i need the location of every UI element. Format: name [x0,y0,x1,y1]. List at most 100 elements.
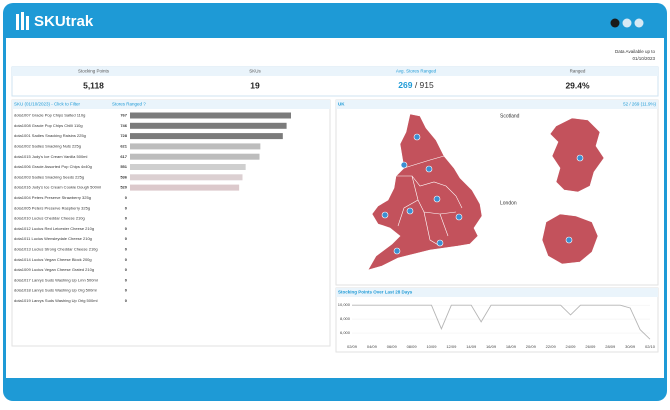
dot[interactable] [634,18,644,28]
x-tick-label: 02/10 [645,344,656,349]
sku-value: 0 [125,277,128,282]
kpi-value: 5,118 [83,80,104,90]
kpi-suffix: / 915 [415,80,434,90]
sku-column: Stores Ranged ? [112,102,146,107]
sku-value: 617 [120,154,127,159]
x-tick-label: 18/09 [506,344,517,349]
bar [130,143,261,150]
line-header [336,288,658,297]
x-tick-label: 24/09 [566,344,577,349]
data-available-label: Data Available up to [615,49,655,54]
dot[interactable] [622,18,632,28]
x-tick-label: 10/09 [426,344,437,349]
kpi-value: 269 [398,80,412,90]
sku-name: dota1002 Sadies Snacking Nuts 225g [14,143,81,148]
data-available-date: 01/10/2023 [632,56,655,61]
x-tick-label: 16/09 [486,344,497,349]
bar [130,112,291,119]
sku-name: dota1007 Gracie Pop Chips Salted 110g [14,113,85,118]
logo-icon [16,12,29,30]
y-tick-label: 8,000 [340,316,351,321]
sku-name: dota1012 Lucius Red Leicester Cheese 210… [14,226,94,231]
sku-value: 767 [120,113,127,118]
sku-value: 0 [125,288,128,293]
sku-value: 0 [125,205,128,210]
x-tick-label: 20/09 [526,344,537,349]
sku-value: 728 [120,133,127,138]
y-tick-label: 10,000 [338,302,351,307]
sku-name: dota1006 Gracie Assorted Pop Chips 4x40g [14,164,92,169]
sku-value: 0 [125,226,128,231]
sku-name: dota1003 Sadies Snacking Seeds 225g [14,174,84,179]
x-tick-label: 02/09 [347,344,358,349]
logo: SKUtrak [34,13,94,30]
map-header [336,100,658,109]
sku-name: dota1019 Lanrys Suds Washing Up Orig 500… [14,298,98,303]
sku-title[interactable]: SKU (01/10/2023) - Click to Filter [14,102,81,107]
sku-value: 0 [125,236,128,241]
x-tick-label: 26/09 [585,344,596,349]
bar [130,122,287,129]
sku-value: 0 [125,298,128,303]
x-tick-label: 28/09 [605,344,616,349]
x-tick-label: 08/09 [407,344,418,349]
sku-name: dota1011 Lucius Wensleydale Cheese 210g [14,236,92,241]
sku-value: 520 [120,185,127,190]
sku-panel [11,99,331,347]
sku-name: dota1018 Lanrys Suds Washing Up Org 500m… [14,288,97,293]
x-tick-label: 14/09 [466,344,477,349]
kpi-header [12,67,658,76]
sku-header [12,100,330,109]
x-tick-label: 04/09 [367,344,378,349]
scotland [549,117,605,193]
bar [130,153,260,160]
sku-name: dota1010 Lucius Cheddar Cheese 210g [14,216,85,221]
sku-value: 0 [125,195,128,200]
bar [130,133,283,140]
kpi-value: 19 [250,80,260,90]
england-wales [367,113,483,271]
bar [130,184,240,191]
kpi-label: Ranged [570,69,586,74]
x-tick-label: 06/09 [387,344,398,349]
sku-value: 551 [120,164,127,169]
x-tick-label: 12/09 [446,344,457,349]
sku-name: dota1015 Judy's Ice Cream Vanilla 500ml [14,154,88,159]
map-label: Scotland [500,113,520,119]
sku-value: 536 [120,174,127,179]
sku-value: 0 [125,267,128,272]
sku-name: dota1009 Lucius Vegan Cheese Grated 210g [14,267,94,272]
map-label: London [500,200,517,206]
x-tick-label: 30/09 [625,344,636,349]
sku-name: dota1013 Lucius Strong Cheddar Cheese 21… [14,246,98,251]
x-tick-label: 22/09 [546,344,557,349]
sku-value: 621 [120,143,127,148]
sku-value: 0 [125,216,128,221]
dot[interactable] [610,18,620,28]
y-tick-label: 6,000 [340,330,351,335]
kpi-label: SKUs [249,69,261,74]
sku-name: dota1017 Lanrys Suds Washing Up Lmn 500m… [14,277,98,282]
kpi-label: Avg. Stores Ranged [396,69,437,74]
sku-name: dota1004 Peters Preserve Strawberry 325g [14,195,91,200]
map-summary: 52 / 269 (11.9%) [623,102,656,107]
sku-name: dota1016 Judy's Ice Cream Cookie Dough 5… [14,185,101,190]
line [352,304,651,340]
sku-value: 0 [125,246,128,251]
map-title: UK [338,102,345,107]
sku-value: 746 [120,123,127,128]
region-borders [396,155,463,247]
sku-name: dota1001 Sadies Snacking Raisins 225g [14,133,86,138]
kpi-label: Stocking Points [78,69,110,74]
map-markers [381,133,584,255]
bar [130,164,246,170]
chart-title: Stocking Points Over Last 28 Days [338,290,413,295]
sku-name: dota1005 Peters Preserve Raspberry 325g [14,205,90,210]
kpi-value: 269 / 915 [398,80,434,90]
sku-name: dota1014 Lucius Vegan Cheese Block 200g [14,257,92,262]
sku-name: dota1008 Gracie Pop Chips Chilli 110g [14,123,83,128]
line-panel [335,287,659,353]
sku-value: 0 [125,257,128,262]
bar [130,174,243,181]
